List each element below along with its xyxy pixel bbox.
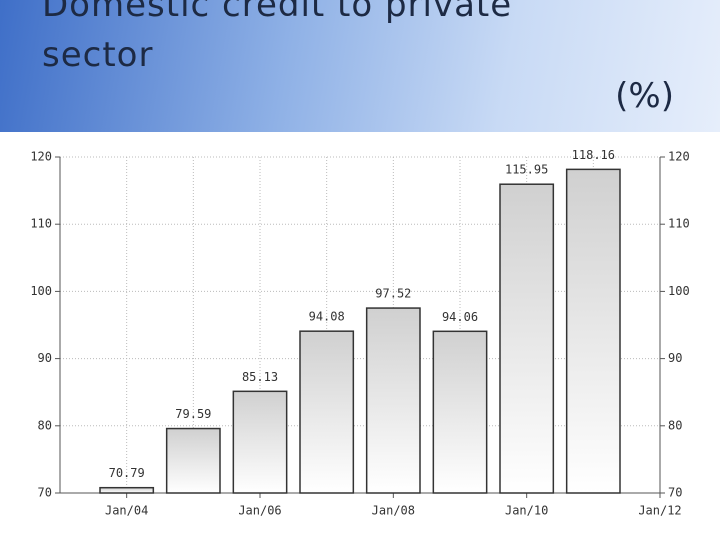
y2-tick-label: 120 xyxy=(668,150,690,164)
value-label: 118.16 xyxy=(572,148,615,162)
value-label: 70.79 xyxy=(109,466,145,480)
value-label: 85.13 xyxy=(242,370,278,384)
slide-title: Domestic credit to private sector xyxy=(42,0,513,75)
bar xyxy=(232,390,288,494)
bar xyxy=(299,330,355,494)
value-label: 79.59 xyxy=(175,407,211,421)
y2-tick-label: 100 xyxy=(668,284,690,298)
x-tick-label: Jan/12 xyxy=(638,504,681,518)
bar xyxy=(365,307,421,494)
y-tick-label: 70 xyxy=(38,486,52,500)
y2-tick-label: 90 xyxy=(668,351,682,365)
x-tick-label: Jan/06 xyxy=(238,504,281,518)
y-tick-label: 80 xyxy=(38,418,52,432)
header-band xyxy=(0,0,720,132)
x-tick-label: Jan/10 xyxy=(505,504,548,518)
value-label: 115.95 xyxy=(505,163,548,177)
y-tick-label: 90 xyxy=(38,351,52,365)
x-tick-label: Jan/04 xyxy=(105,504,148,518)
unit-label: (%) xyxy=(615,76,674,116)
value-label: 97.52 xyxy=(375,287,411,301)
value-label: 94.06 xyxy=(442,310,478,324)
y2-tick-label: 110 xyxy=(668,217,690,231)
y-tick-label: 120 xyxy=(30,150,52,164)
y2-tick-label: 80 xyxy=(668,418,682,432)
bar xyxy=(499,183,555,494)
bar xyxy=(565,168,621,494)
bar xyxy=(432,330,488,494)
x-tick-label: Jan/08 xyxy=(372,504,415,518)
y-tick-label: 110 xyxy=(30,217,52,231)
bar xyxy=(165,427,221,494)
value-label: 94.08 xyxy=(309,310,345,324)
chart: 70 70 80 80 90 90 100 100 110 110 120 120 Jan/04 70.7… xyxy=(30,148,690,518)
y-tick-label: 100 xyxy=(30,284,52,298)
bar xyxy=(99,486,155,494)
y2-tick-label: 70 xyxy=(668,486,682,500)
